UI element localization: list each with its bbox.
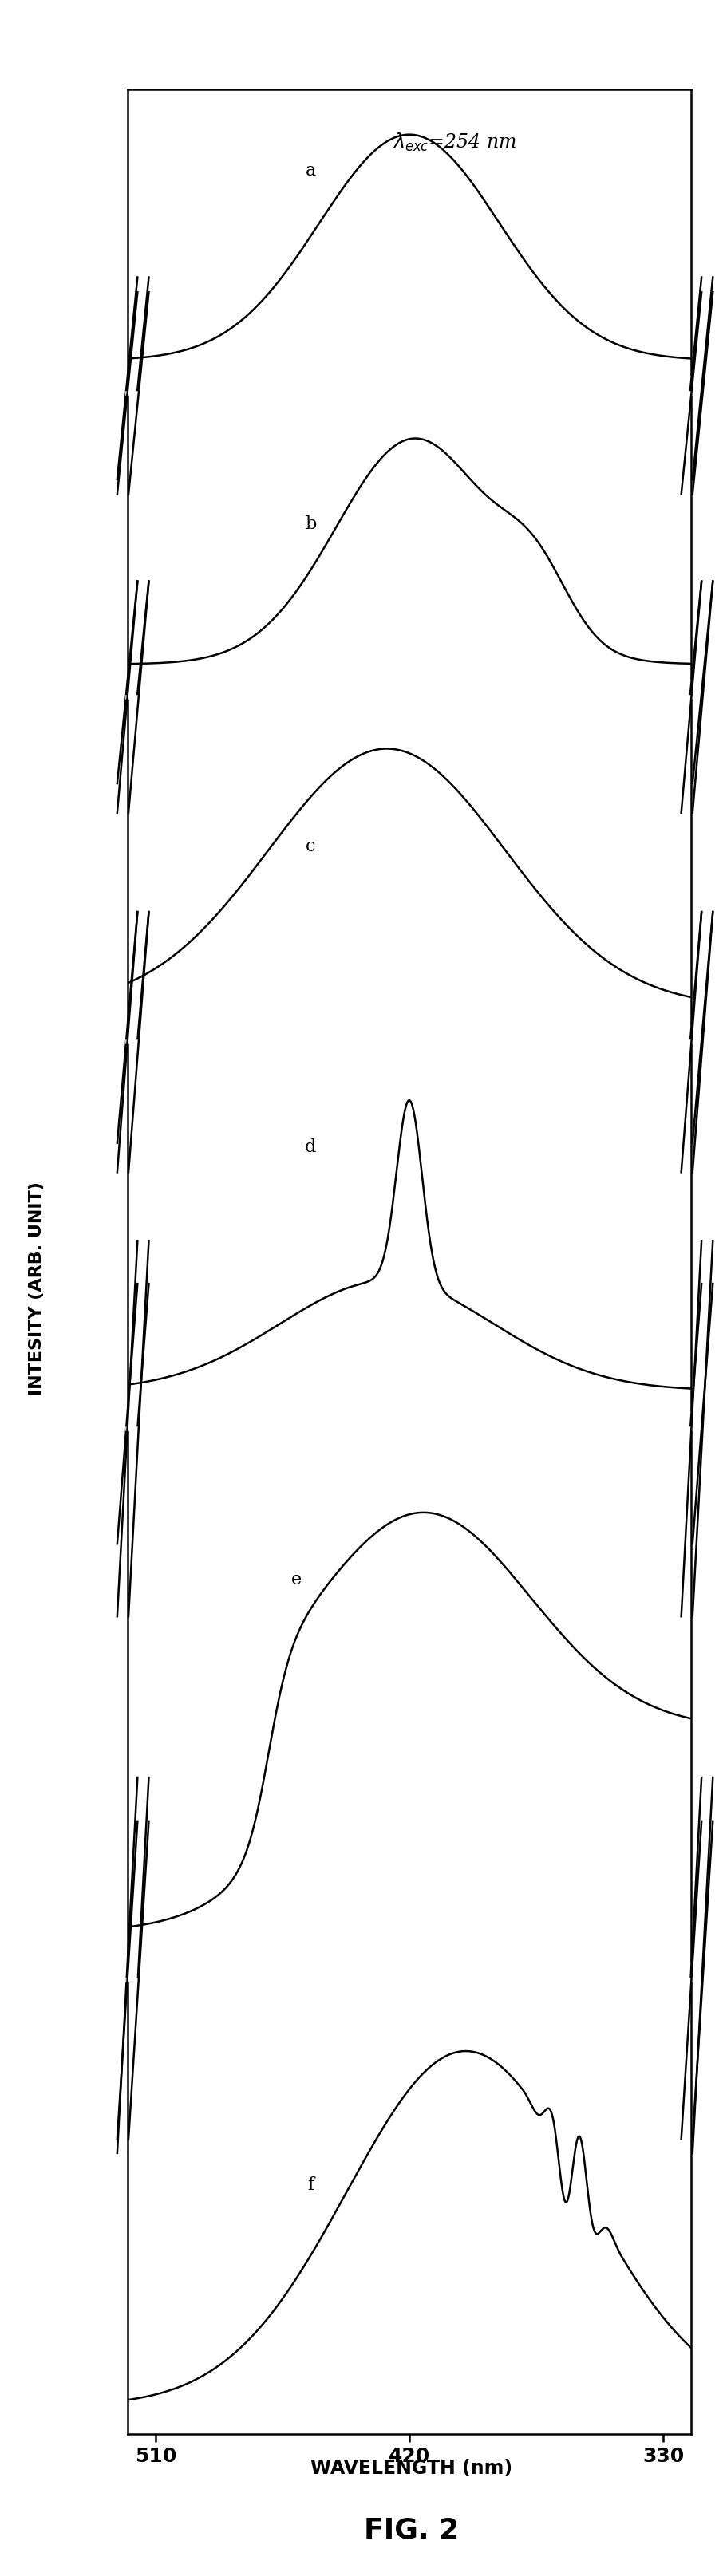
Text: b: b: [305, 515, 316, 533]
Text: $\lambda_{exc}$=254 nm: $\lambda_{exc}$=254 nm: [392, 131, 516, 152]
Text: d: d: [305, 1139, 316, 1157]
Text: f: f: [307, 2177, 313, 2192]
Text: INTESITY (ARB. UNIT): INTESITY (ARB. UNIT): [29, 1182, 45, 1394]
Text: a: a: [305, 162, 316, 180]
Text: e: e: [291, 1571, 302, 1587]
Text: FIG. 2: FIG. 2: [364, 2517, 458, 2543]
Text: WAVELENGTH (nm): WAVELENGTH (nm): [310, 2458, 512, 2478]
Text: c: c: [305, 837, 316, 855]
